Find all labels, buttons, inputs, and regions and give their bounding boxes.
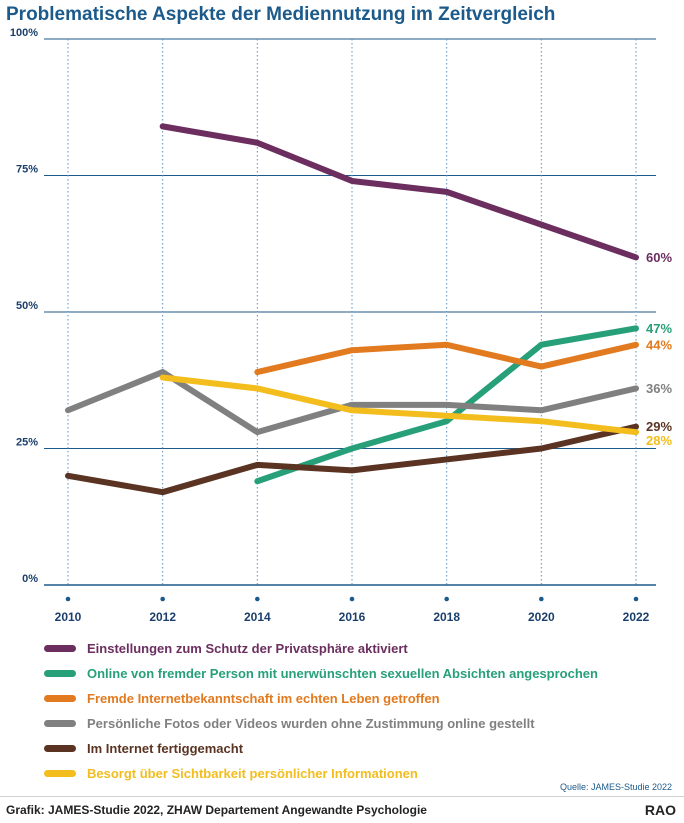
end-label-0: 60% (646, 250, 672, 265)
x-tick-label: 2014 (244, 610, 271, 624)
y-tick-label: 50% (16, 300, 38, 312)
end-label-3: 36% (646, 381, 672, 396)
legend-item: Besorgt über Sichtbarkeit persönlicher I… (44, 761, 598, 786)
legend-label: Persönliche Fotos oder Videos wurden ohn… (87, 716, 535, 731)
legend-swatch (44, 720, 76, 727)
legend-swatch (44, 670, 76, 677)
credit-text: Grafik: JAMES-Studie 2022, ZHAW Departem… (6, 803, 427, 817)
x-tick-dot (349, 596, 355, 602)
x-axis-ticks: 2010 2012 2014 2016 2018 2020 2022 (55, 596, 650, 624)
legend-item: Persönliche Fotos oder Videos wurden ohn… (44, 711, 598, 736)
series-line-5 (159, 374, 639, 436)
x-tick-label: 2016 (339, 610, 366, 624)
legend-swatch (44, 645, 76, 652)
x-tick-dot (539, 596, 544, 602)
x-tick-label: 2020 (528, 610, 555, 624)
y-tick-label: 100% (10, 27, 38, 39)
chart-title: Problematische Aspekte der Mediennutzung… (6, 4, 556, 25)
y-axis-ticks: 0% 25% 50% 75% 100% (10, 27, 38, 585)
end-label-5: 28% (646, 433, 672, 448)
y-tick-label: 0% (22, 573, 38, 585)
legend-item: Online von fremder Person mit unerwünsch… (44, 661, 598, 686)
legend: Einstellungen zum Schutz der Privatsphär… (44, 636, 598, 786)
end-label-1: 47% (646, 321, 672, 336)
legend-label: Online von fremder Person mit unerwünsch… (87, 666, 598, 681)
legend-swatch (44, 770, 76, 777)
series-line-4 (65, 423, 639, 496)
legend-label: Fremde Internetbekanntschaft im echten L… (87, 691, 440, 706)
horizontal-gridlines (44, 38, 656, 586)
source-note: Quelle: JAMES-Studie 2022 (559, 782, 672, 792)
legend-label: Im Internet fertiggemacht (87, 741, 244, 756)
legend-label: Einstellungen zum Schutz der Privatsphär… (87, 641, 408, 656)
end-value-labels: 60% 47%44% 36% 29%28% (646, 250, 672, 448)
line-chart: 0% 25% 50% 75% 100% 2010 2012 2014 2016 2018 2020… (10, 27, 673, 624)
legend-item: Im Internet fertiggemacht (44, 736, 598, 761)
legend-item: Fremde Internetbekanntschaft im echten L… (44, 686, 598, 711)
x-tick-dot (160, 596, 165, 602)
x-tick-label: 2012 (149, 610, 176, 624)
series-line-2 (254, 341, 639, 376)
x-tick-label: 2018 (433, 610, 460, 624)
series-line-3 (65, 369, 639, 436)
brand-logo: RAO (644, 802, 676, 818)
x-tick-dot (633, 596, 639, 602)
end-label-2: 44% (646, 337, 672, 352)
series-lines (65, 123, 639, 496)
series-line-0 (159, 123, 639, 261)
x-tick-dot (444, 596, 449, 602)
legend-swatch (44, 695, 76, 702)
y-tick-label: 75% (16, 164, 38, 176)
x-tick-dot (255, 596, 260, 602)
footer: Grafik: JAMES-Studie 2022, ZHAW Departem… (0, 796, 684, 823)
vertical-gridlines (67, 39, 637, 585)
series-line-1 (254, 325, 639, 485)
x-tick-label: 2022 (623, 610, 650, 624)
x-tick-label: 2010 (55, 610, 82, 624)
legend-item: Einstellungen zum Schutz der Privatsphär… (44, 636, 598, 661)
x-tick-dot (65, 596, 71, 602)
y-tick-label: 25% (16, 437, 38, 449)
legend-label: Besorgt über Sichtbarkeit persönlicher I… (87, 766, 418, 781)
end-label-4: 29% (646, 419, 672, 434)
legend-swatch (44, 745, 76, 752)
